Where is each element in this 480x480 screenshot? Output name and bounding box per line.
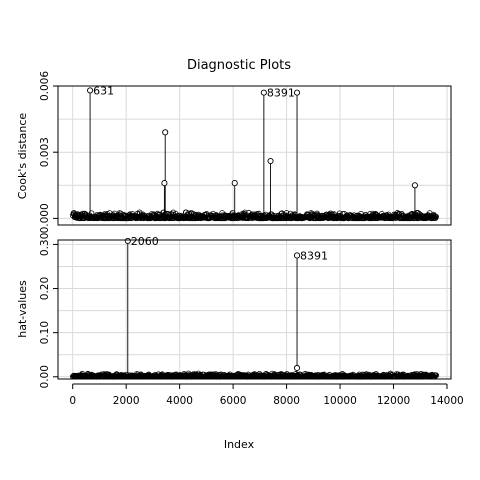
x-tick-label: 0 — [69, 395, 76, 407]
influence-point — [161, 180, 168, 187]
point-label: 8391 — [267, 87, 295, 100]
influence-point — [411, 182, 418, 189]
y-tick-label: 0.006 — [39, 71, 51, 101]
top-marks: 631 8391 — [69, 84, 439, 222]
y-tick-label: 0.20 — [39, 277, 51, 300]
bottom-panel: 2060 8391 hat-values 0.00 0.10 0.20 0.30 — [16, 233, 452, 388]
x-axis: 0 2000 4000 6000 8000 10000 12000 14000 — [69, 383, 464, 407]
influence-point — [87, 87, 94, 94]
influence-point — [267, 157, 274, 165]
influence-point — [293, 364, 301, 372]
x-tick-label: 12000 — [377, 395, 410, 407]
x-tick-label: 14000 — [430, 395, 463, 407]
y-tick-label: 0.00 — [39, 365, 51, 388]
x-tick-label: 6000 — [220, 395, 247, 407]
influence-point — [293, 252, 301, 259]
y-tick-label: 0.10 — [39, 321, 51, 344]
top-grid — [58, 85, 451, 225]
x-tick-label: 2000 — [113, 395, 140, 407]
chart-title: Diagnostic Plots — [187, 58, 291, 73]
influence-point — [124, 237, 131, 244]
x-axis-label: Index — [224, 438, 255, 451]
baseline-point — [433, 213, 439, 220]
influence-point — [293, 89, 301, 96]
baseline-point — [433, 372, 440, 379]
top-plot-frame — [57, 85, 452, 226]
x-tick-label: 4000 — [166, 395, 193, 407]
top-y-axis-label: Cook's distance — [16, 113, 29, 200]
x-tick-label: 8000 — [273, 395, 300, 407]
bottom-grid — [58, 240, 451, 379]
bottom-y-axis-label: hat-values — [16, 280, 29, 338]
influence-point — [162, 129, 169, 136]
bottom-plot-frame — [57, 239, 452, 380]
top-panel: 631 8391 Cook's distance 0.000 0.003 0.006 — [16, 71, 452, 233]
x-tick-label: 10000 — [323, 395, 356, 407]
point-label: 8391 — [300, 249, 328, 262]
y-tick-label: 0.003 — [39, 137, 51, 167]
point-label: 2060 — [131, 235, 159, 248]
influence-point — [231, 180, 238, 187]
y-tick-label: 0.000 — [39, 203, 51, 233]
bottom-marks: 2060 8391 — [69, 235, 440, 380]
influence-point — [260, 89, 267, 96]
point-label: 631 — [93, 84, 114, 97]
y-tick-label: 0.30 — [39, 233, 51, 256]
